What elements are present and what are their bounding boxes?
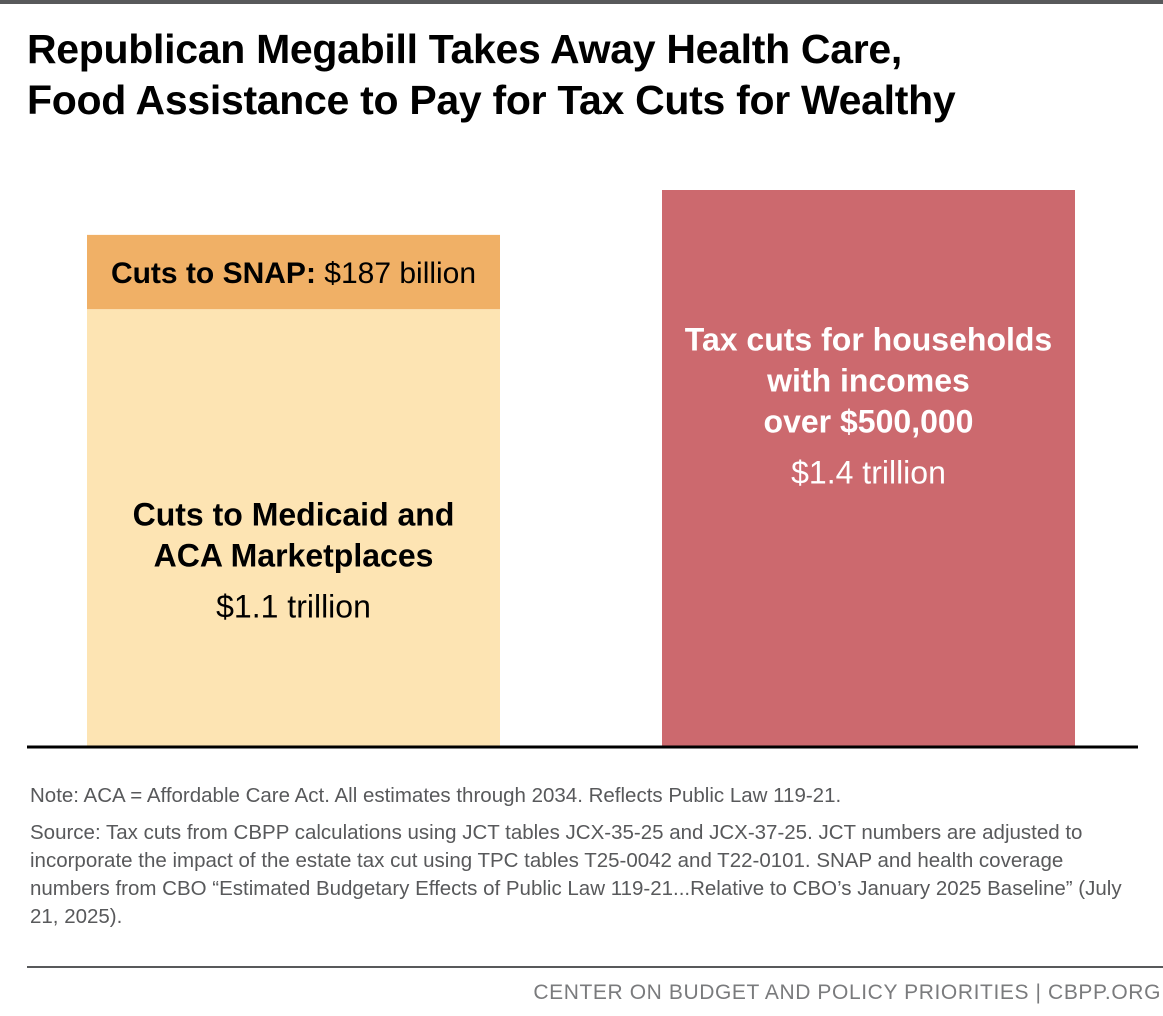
segment-value-cuts-to-medicaid-and-aca-marketplaces: $1.1 trillion — [216, 589, 371, 625]
bottom-rule — [27, 966, 1163, 968]
chart-title: Republican Megabill Takes Away Health Ca… — [27, 24, 1147, 126]
segment-value-tax-cuts-for-households-with-incomes-over-500-000: $1.4 trillion — [791, 455, 946, 491]
segment-label-cuts-to-medicaid-and-aca-marketplaces-line-2: ACA Marketplaces — [154, 538, 434, 574]
bar-segment-tax-cuts-for-households-with-incomes-over-500-000 — [662, 190, 1075, 746]
segment-value-label: $187 billion — [324, 257, 476, 290]
note-text: Note: ACA = Affordable Care Act. All est… — [30, 784, 842, 807]
segment-label-bold: Cuts to SNAP: — [111, 257, 324, 290]
segment-label-tax-cuts-for-households-with-incomes-over-500-000-line-2: with incomes — [766, 363, 970, 399]
chart-title-line-1: Republican Megabill Takes Away Health Ca… — [27, 26, 902, 72]
footer-credit: CENTER ON BUDGET AND POLICY PRIORITIES |… — [533, 981, 1161, 1004]
segment-label-tax-cuts-for-households-with-incomes-over-500-000-line-1: Tax cuts for households — [685, 322, 1052, 358]
notes: Note: ACA = Affordable Care Act. All est… — [30, 782, 1145, 940]
bar-chart: Cuts to Medicaid and ACA Marketplaces $1.1… — [27, 190, 1138, 749]
source-text: Source: Tax cuts from CBPP calculations … — [30, 821, 1122, 928]
segment-label-cuts-to-snap: Cuts to SNAP: $187 billion — [111, 257, 476, 290]
bar-segment-cuts-to-medicaid-and-aca-marketplaces — [87, 309, 500, 746]
top-rule — [0, 0, 1163, 4]
chart-title-line-2: Food Assistance to Pay for Tax Cuts for … — [27, 77, 956, 123]
bar-segment-cuts-to-snap — [87, 234, 500, 310]
segment-label-tax-cuts-for-households-with-incomes-over-500-000-line-3: over $500,000 — [764, 404, 974, 440]
segment-label-cuts-to-medicaid-and-aca-marketplaces-line-1: Cuts to Medicaid and — [133, 497, 455, 533]
